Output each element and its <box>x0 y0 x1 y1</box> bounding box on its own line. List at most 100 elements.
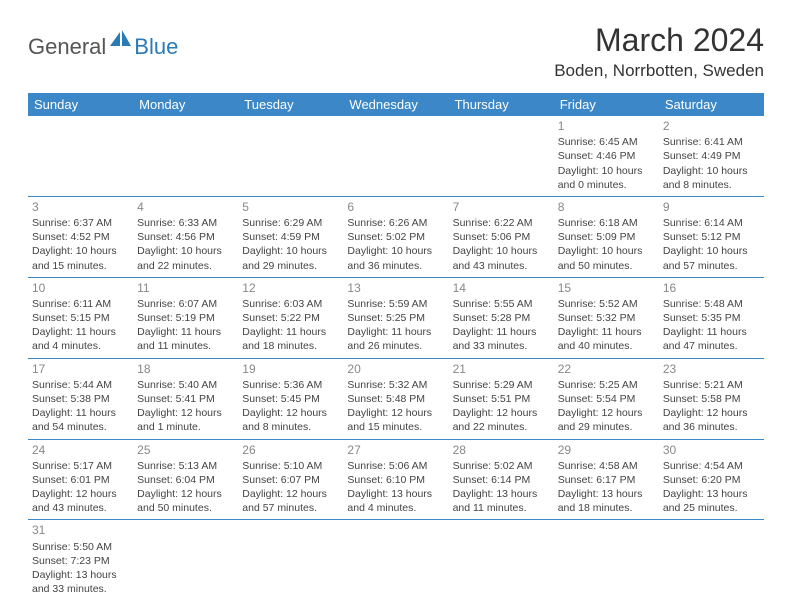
day-detail-line: Sunrise: 5:02 AM <box>453 459 550 473</box>
calendar-week-row: 17Sunrise: 5:44 AMSunset: 5:38 PMDayligh… <box>28 358 764 439</box>
calendar-day-cell: 10Sunrise: 6:11 AMSunset: 5:15 PMDayligh… <box>28 277 133 358</box>
day-detail-line: Daylight: 13 hours <box>32 568 129 582</box>
day-header-row: Sunday Monday Tuesday Wednesday Thursday… <box>28 93 764 116</box>
header: General Blue March 2024 Boden, Norrbotte… <box>28 22 764 81</box>
day-detail-line: Sunrise: 6:14 AM <box>663 216 760 230</box>
day-detail-line: Sunset: 5:51 PM <box>453 392 550 406</box>
day-number: 28 <box>453 442 550 458</box>
calendar-week-row: 3Sunrise: 6:37 AMSunset: 4:52 PMDaylight… <box>28 196 764 277</box>
day-number: 7 <box>453 199 550 215</box>
day-header: Monday <box>133 93 238 116</box>
day-detail-line: and 57 minutes. <box>663 259 760 273</box>
logo-text-blue: Blue <box>134 34 178 60</box>
day-detail-line: Sunrise: 5:32 AM <box>347 378 444 392</box>
logo-sail-icon <box>110 30 132 53</box>
day-detail-line: and 8 minutes. <box>663 178 760 192</box>
calendar-week-row: 10Sunrise: 6:11 AMSunset: 5:15 PMDayligh… <box>28 277 764 358</box>
day-number: 24 <box>32 442 129 458</box>
day-detail-line: Sunset: 6:04 PM <box>137 473 234 487</box>
day-number: 19 <box>242 361 339 377</box>
day-detail-line: Sunrise: 5:25 AM <box>558 378 655 392</box>
day-detail-line: Sunrise: 6:45 AM <box>558 135 655 149</box>
day-detail-line: Daylight: 11 hours <box>453 325 550 339</box>
day-number: 23 <box>663 361 760 377</box>
calendar-day-cell <box>343 520 448 600</box>
day-detail-line: and 0 minutes. <box>558 178 655 192</box>
calendar-day-cell: 26Sunrise: 5:10 AMSunset: 6:07 PMDayligh… <box>238 439 343 520</box>
day-detail-line: and 15 minutes. <box>32 259 129 273</box>
day-number: 18 <box>137 361 234 377</box>
calendar-day-cell: 15Sunrise: 5:52 AMSunset: 5:32 PMDayligh… <box>554 277 659 358</box>
day-detail-line: Sunrise: 6:18 AM <box>558 216 655 230</box>
calendar-day-cell <box>238 116 343 196</box>
day-detail-line: and 33 minutes. <box>453 339 550 353</box>
calendar-day-cell: 16Sunrise: 5:48 AMSunset: 5:35 PMDayligh… <box>659 277 764 358</box>
day-detail-line: and 40 minutes. <box>558 339 655 353</box>
day-detail-line: and 36 minutes. <box>347 259 444 273</box>
day-detail-line: Sunset: 5:41 PM <box>137 392 234 406</box>
day-number: 26 <box>242 442 339 458</box>
day-detail-line: Sunrise: 5:21 AM <box>663 378 760 392</box>
day-detail-line: Sunset: 5:19 PM <box>137 311 234 325</box>
day-detail-line: Daylight: 11 hours <box>347 325 444 339</box>
day-number: 13 <box>347 280 444 296</box>
day-detail-line: Daylight: 13 hours <box>663 487 760 501</box>
day-detail-line: Daylight: 10 hours <box>453 244 550 258</box>
day-detail-line: and 50 minutes. <box>558 259 655 273</box>
day-detail-line: and 57 minutes. <box>242 501 339 515</box>
day-detail-line: Sunrise: 5:06 AM <box>347 459 444 473</box>
calendar-day-cell: 14Sunrise: 5:55 AMSunset: 5:28 PMDayligh… <box>449 277 554 358</box>
day-detail-line: Sunrise: 6:33 AM <box>137 216 234 230</box>
calendar-day-cell: 29Sunrise: 4:58 AMSunset: 6:17 PMDayligh… <box>554 439 659 520</box>
day-number: 14 <box>453 280 550 296</box>
day-number: 8 <box>558 199 655 215</box>
day-number: 31 <box>32 522 129 538</box>
day-number: 4 <box>137 199 234 215</box>
day-detail-line: Daylight: 11 hours <box>137 325 234 339</box>
day-detail-line: Daylight: 12 hours <box>32 487 129 501</box>
day-detail-line: Daylight: 10 hours <box>663 244 760 258</box>
day-detail-line: and 54 minutes. <box>32 420 129 434</box>
calendar-day-cell <box>133 116 238 196</box>
day-detail-line: Daylight: 10 hours <box>558 164 655 178</box>
day-number: 30 <box>663 442 760 458</box>
day-number: 27 <box>347 442 444 458</box>
calendar-day-cell: 25Sunrise: 5:13 AMSunset: 6:04 PMDayligh… <box>133 439 238 520</box>
day-detail-line: Daylight: 10 hours <box>558 244 655 258</box>
day-detail-line: Sunset: 4:56 PM <box>137 230 234 244</box>
day-detail-line: Sunrise: 4:54 AM <box>663 459 760 473</box>
day-number: 3 <box>32 199 129 215</box>
day-detail-line: and 36 minutes. <box>663 420 760 434</box>
day-detail-line: Daylight: 12 hours <box>242 487 339 501</box>
day-detail-line: and 26 minutes. <box>347 339 444 353</box>
calendar-day-cell: 2Sunrise: 6:41 AMSunset: 4:49 PMDaylight… <box>659 116 764 196</box>
day-detail-line: Sunset: 5:35 PM <box>663 311 760 325</box>
calendar-day-cell: 1Sunrise: 6:45 AMSunset: 4:46 PMDaylight… <box>554 116 659 196</box>
day-detail-line: Sunrise: 6:03 AM <box>242 297 339 311</box>
day-detail-line: Sunrise: 5:13 AM <box>137 459 234 473</box>
calendar-day-cell: 31Sunrise: 5:50 AMSunset: 7:23 PMDayligh… <box>28 520 133 600</box>
day-number: 5 <box>242 199 339 215</box>
calendar-day-cell: 7Sunrise: 6:22 AMSunset: 5:06 PMDaylight… <box>449 196 554 277</box>
calendar-day-cell: 18Sunrise: 5:40 AMSunset: 5:41 PMDayligh… <box>133 358 238 439</box>
day-detail-line: Sunrise: 6:29 AM <box>242 216 339 230</box>
day-detail-line: Daylight: 10 hours <box>32 244 129 258</box>
day-detail-line: Sunrise: 6:22 AM <box>453 216 550 230</box>
day-detail-line: Daylight: 12 hours <box>558 406 655 420</box>
day-detail-line: and 33 minutes. <box>32 582 129 596</box>
calendar-table: Sunday Monday Tuesday Wednesday Thursday… <box>28 93 764 600</box>
day-detail-line: and 29 minutes. <box>242 259 339 273</box>
day-detail-line: Sunset: 5:28 PM <box>453 311 550 325</box>
day-detail-line: Daylight: 10 hours <box>242 244 339 258</box>
day-number: 12 <box>242 280 339 296</box>
day-detail-line: and 22 minutes. <box>453 420 550 434</box>
day-detail-line: Sunrise: 5:52 AM <box>558 297 655 311</box>
day-detail-line: and 15 minutes. <box>347 420 444 434</box>
day-number: 10 <box>32 280 129 296</box>
day-detail-line: and 18 minutes. <box>242 339 339 353</box>
day-detail-line: Sunrise: 5:10 AM <box>242 459 339 473</box>
day-detail-line: Sunset: 6:17 PM <box>558 473 655 487</box>
day-detail-line: Sunset: 5:38 PM <box>32 392 129 406</box>
day-detail-line: Sunset: 4:59 PM <box>242 230 339 244</box>
day-detail-line: Sunset: 5:58 PM <box>663 392 760 406</box>
